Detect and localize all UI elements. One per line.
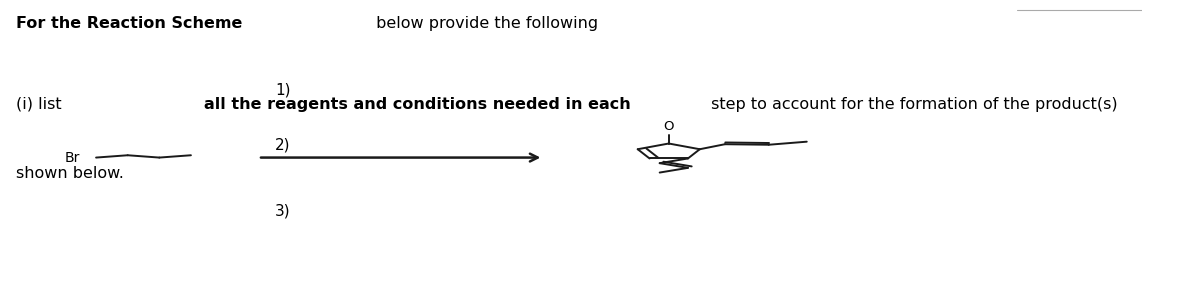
Text: 3): 3): [275, 204, 290, 219]
Text: below provide the following: below provide the following: [371, 16, 598, 31]
Text: 2): 2): [275, 137, 290, 152]
Text: 1): 1): [275, 82, 290, 97]
Text: O: O: [664, 120, 674, 133]
Text: Br: Br: [64, 151, 79, 165]
Text: step to account for the formation of the product(s): step to account for the formation of the…: [707, 97, 1118, 112]
Text: all the reagents and conditions needed in each: all the reagents and conditions needed i…: [204, 97, 630, 112]
Text: shown below.: shown below.: [17, 166, 124, 181]
Text: For the Reaction Scheme: For the Reaction Scheme: [17, 16, 242, 31]
Text: (i) list: (i) list: [17, 97, 67, 112]
